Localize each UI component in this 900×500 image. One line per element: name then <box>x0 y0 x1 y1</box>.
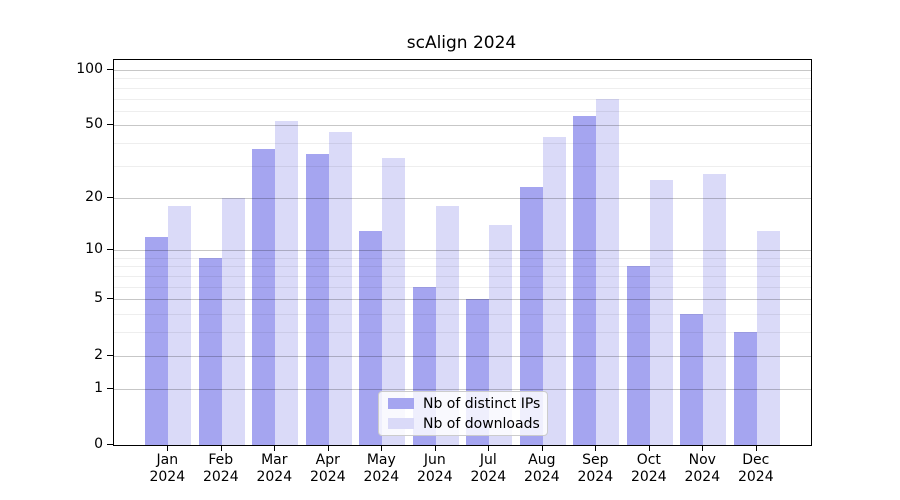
x-tick-mark-jul <box>488 445 490 451</box>
x-tick-mark-apr <box>327 445 329 451</box>
bar-downloads-feb <box>221 197 245 445</box>
x-tick-mark-feb <box>220 445 222 451</box>
bar-downloads-jun <box>435 205 459 445</box>
x-tick-label-jun: Jun 2024 <box>416 452 453 485</box>
y-tick-mark-100 <box>107 68 113 70</box>
x-tick-label-sep: Sep 2024 <box>577 452 614 485</box>
bar-downloads-sep <box>596 98 620 445</box>
bar-distinct-ips-sep <box>573 116 597 445</box>
x-tick-label-feb: Feb 2024 <box>202 452 239 485</box>
x-tick-mark-sep <box>595 445 597 451</box>
x-tick-label-may: May 2024 <box>363 452 400 485</box>
bar-distinct-ips-jan <box>145 236 169 445</box>
bar-downloads-mar <box>275 120 299 445</box>
chart-title: scAlign 2024 <box>406 33 517 53</box>
plot-area: Nb of distinct IPs Nb of downloads <box>113 59 812 446</box>
gridline-70 <box>114 98 811 100</box>
x-tick-label-dec: Dec 2024 <box>737 452 774 485</box>
bar-distinct-ips-dec <box>733 332 757 445</box>
y-tick-mark-0 <box>107 444 113 445</box>
x-tick-label-jul: Jul 2024 <box>470 452 507 485</box>
bar-distinct-ips-feb <box>198 257 222 445</box>
x-tick-mark-jan <box>167 445 169 451</box>
gridline-50 <box>114 125 811 127</box>
x-tick-mark-oct <box>648 445 650 451</box>
downloads-swatch <box>388 418 414 429</box>
bar-distinct-ips-apr <box>305 153 329 445</box>
bar-distinct-ips-mar <box>252 149 276 445</box>
bar-downloads-apr <box>328 132 352 445</box>
x-tick-label-apr: Apr 2024 <box>309 452 346 485</box>
bar-downloads-dec <box>756 230 780 445</box>
y-tick-label-1: 1 <box>94 379 103 396</box>
y-tick-label-0: 0 <box>94 436 103 452</box>
y-tick-mark-5 <box>107 298 113 300</box>
bar-distinct-ips-oct <box>626 266 650 445</box>
x-tick-mark-may <box>381 445 383 451</box>
bar-distinct-ips-aug <box>519 186 543 445</box>
x-tick-mark-nov <box>702 445 704 451</box>
y-tick-mark-10 <box>107 249 113 251</box>
x-tick-mark-mar <box>274 445 276 451</box>
bar-downloads-may <box>382 158 406 445</box>
gridline-80 <box>114 87 811 89</box>
x-tick-mark-aug <box>541 445 543 451</box>
y-tick-label-50: 50 <box>85 116 103 133</box>
x-tick-label-mar: Mar 2024 <box>256 452 293 485</box>
gridline-40 <box>114 143 811 145</box>
legend-label: Nb of distinct IPs <box>423 395 541 412</box>
bar-distinct-ips-nov <box>680 314 704 445</box>
y-tick-mark-1 <box>107 387 113 389</box>
y-tick-mark-2 <box>107 354 113 356</box>
legend-label: Nb of downloads <box>423 415 540 432</box>
x-tick-mark-dec <box>755 445 757 451</box>
x-tick-label-aug: Aug 2024 <box>523 452 560 485</box>
distinct-ips-swatch <box>388 398 414 409</box>
y-tick-label-2: 2 <box>94 346 103 363</box>
bar-downloads-nov <box>703 174 727 445</box>
y-tick-label-10: 10 <box>85 241 103 258</box>
y-tick-label-20: 20 <box>85 188 103 205</box>
gridline-30 <box>114 165 811 167</box>
bar-downloads-jan <box>168 205 192 445</box>
bar-downloads-aug <box>542 137 566 445</box>
y-tick-label-5: 5 <box>94 290 103 307</box>
bar-downloads-jul <box>489 224 513 445</box>
gridline-100 <box>114 69 811 71</box>
y-tick-label-100: 100 <box>76 60 103 77</box>
chart-legend: Nb of distinct IPs Nb of downloads <box>378 391 548 436</box>
x-tick-label-jan: Jan 2024 <box>149 452 186 485</box>
legend-item-distinct-ips: Nb of distinct IPs <box>379 396 547 412</box>
y-tick-mark-50 <box>107 124 113 126</box>
legend-item-downloads: Nb of downloads <box>379 416 547 432</box>
bar-distinct-ips-may <box>359 230 383 445</box>
gridline-90 <box>114 78 811 80</box>
bar-downloads-oct <box>649 180 673 445</box>
x-tick-label-oct: Oct 2024 <box>630 452 667 485</box>
gridline-60 <box>114 110 811 112</box>
x-tick-mark-jun <box>434 445 436 451</box>
y-tick-mark-20 <box>107 196 113 198</box>
x-tick-label-nov: Nov 2024 <box>684 452 721 485</box>
